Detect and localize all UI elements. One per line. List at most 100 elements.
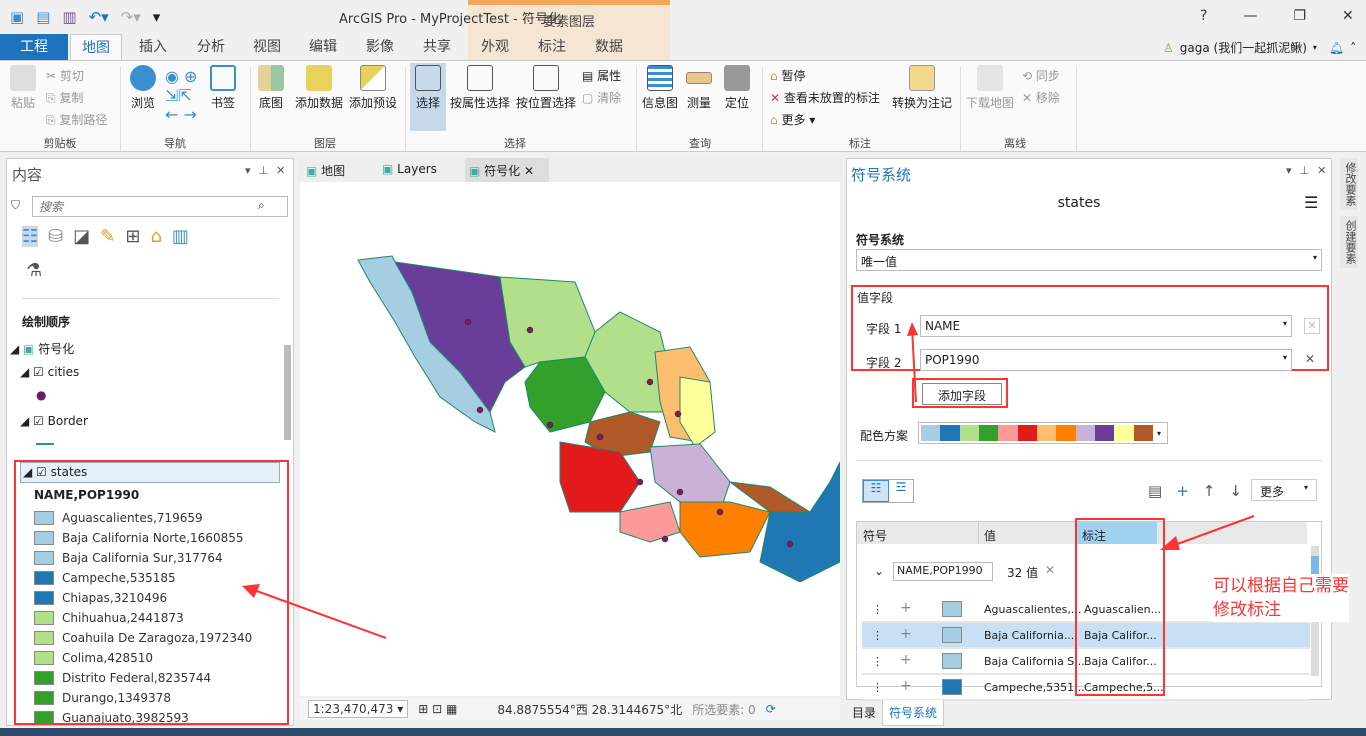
collapse-ribbon-icon[interactable]: ˄ bbox=[1350, 40, 1357, 55]
remove-field1-icon[interactable]: ✕ bbox=[1304, 318, 1320, 334]
convert-to-annotation-button[interactable]: 转换为注记 bbox=[892, 65, 952, 111]
checkbox[interactable]: ☑ bbox=[33, 365, 44, 379]
add-field-button[interactable]: 添加字段 bbox=[922, 383, 1002, 405]
tab-layers-view[interactable]: ▣ Layers bbox=[382, 162, 437, 176]
pin-icon[interactable]: ⊥ bbox=[1299, 164, 1310, 177]
copy-button[interactable]: ⎘ 复制 bbox=[46, 91, 84, 105]
drag-handle-icon[interactable]: ⋮ bbox=[872, 629, 883, 642]
contents-scrollbar[interactable] bbox=[284, 345, 291, 440]
field2-dropdown[interactable]: POP1990 ▾ bbox=[920, 349, 1292, 371]
clear-button[interactable]: ▢ 清除 bbox=[582, 91, 622, 105]
tab-appearance[interactable]: 外观 bbox=[481, 39, 509, 55]
scales-view-icon[interactable]: ☲ bbox=[895, 480, 907, 494]
tab-imagery[interactable]: 影像 bbox=[366, 39, 394, 55]
collapse-group-icon[interactable]: ⌄ bbox=[874, 564, 885, 578]
chevron-down-icon[interactable]: ▾ bbox=[1312, 43, 1317, 52]
minimize-button[interactable]: — bbox=[1243, 8, 1258, 24]
measure-button[interactable]: 测量 bbox=[686, 65, 712, 111]
map-node[interactable]: ◢ ▣ 符号化 bbox=[10, 342, 75, 356]
tab-edit[interactable]: 编辑 bbox=[309, 39, 337, 55]
more-dropdown[interactable]: 更多 ▾ bbox=[1251, 479, 1317, 501]
legend-swatch[interactable] bbox=[34, 591, 54, 605]
new-project-icon[interactable]: ▣ bbox=[10, 8, 25, 26]
expand-icon[interactable]: + bbox=[900, 600, 912, 616]
infographics-button[interactable]: 信息图 bbox=[642, 65, 678, 111]
pause-labeling-button[interactable]: ⌂ 暂停 bbox=[770, 69, 806, 83]
copy-path-button[interactable]: ⎘ 复制路径 bbox=[46, 113, 108, 127]
legend-swatch[interactable] bbox=[34, 511, 54, 525]
remove-field2-icon[interactable]: ✕ bbox=[1305, 352, 1316, 366]
selected-features[interactable]: 所选要素: 0 bbox=[692, 702, 756, 717]
legend-swatch[interactable] bbox=[34, 611, 54, 625]
filter-icon[interactable]: ⛉ bbox=[11, 198, 21, 212]
grid-icon[interactable]: ⊞ ⊡ ▦ bbox=[418, 702, 458, 716]
move-down-icon[interactable]: ↓ bbox=[1229, 482, 1242, 500]
tab-map[interactable]: 地图 bbox=[70, 34, 122, 60]
menu-icon[interactable]: ☰ bbox=[1304, 193, 1319, 212]
tab-labeling[interactable]: 标注 bbox=[538, 39, 566, 55]
remove-group-icon[interactable]: ✕ bbox=[1045, 563, 1056, 577]
checkbox[interactable]: ☑ bbox=[36, 465, 47, 479]
column-value[interactable]: 值 bbox=[984, 529, 997, 543]
row-label[interactable]: Baja Califor... bbox=[1084, 629, 1157, 642]
help-button[interactable]: ? bbox=[1200, 8, 1208, 24]
symbol-swatch[interactable] bbox=[942, 601, 962, 617]
legend-swatch[interactable] bbox=[34, 671, 54, 685]
tab-catalog[interactable]: 目录 bbox=[852, 706, 877, 720]
redo-icon[interactable]: ↷▾ bbox=[120, 8, 141, 26]
expand-icon[interactable]: + bbox=[900, 652, 912, 668]
tab-modify-features[interactable]: 修改要素 bbox=[1340, 158, 1358, 210]
attributes-button[interactable]: ▤ 属性 bbox=[582, 69, 622, 83]
table-row[interactable]: ⋮ + Campeche,5351... Campeche,5... bbox=[862, 675, 1310, 701]
explore-button[interactable]: 浏览 bbox=[130, 65, 156, 111]
legend-swatch[interactable] bbox=[34, 631, 54, 645]
list-by-perspective-icon[interactable]: ⚗ bbox=[26, 260, 43, 281]
restore-button[interactable]: ❐ bbox=[1293, 8, 1306, 24]
legend-swatch[interactable] bbox=[34, 531, 54, 545]
navigation-tools[interactable]: ◉ ⊕ ⇲⇱ ← → bbox=[165, 67, 198, 124]
open-icon[interactable]: ▤ bbox=[36, 8, 51, 26]
table-row[interactable]: ⋮ + Baja California S... Baja Califor... bbox=[862, 649, 1310, 675]
download-map-button[interactable]: 下载地图 bbox=[966, 65, 1014, 111]
search-icon[interactable]: ⌕ bbox=[258, 198, 265, 212]
tab-data[interactable]: 数据 bbox=[595, 39, 623, 55]
legend-swatch[interactable] bbox=[34, 651, 54, 665]
list-by-snapping-icon[interactable]: ⊞ bbox=[125, 226, 141, 247]
layer-cities[interactable]: ◢ ☑ cities bbox=[20, 365, 80, 379]
add-all-values-icon[interactable]: ▤ bbox=[1148, 482, 1163, 500]
remove-button[interactable]: ✕ 移除 bbox=[1022, 91, 1060, 105]
pane-menu-icon[interactable]: ▾ bbox=[245, 164, 251, 177]
notification-icon[interactable]: 🔔︎ bbox=[1328, 40, 1345, 55]
list-by-source-icon[interactable]: ⛁ bbox=[48, 226, 64, 247]
close-icon[interactable]: ✕ bbox=[1317, 164, 1327, 177]
row-label[interactable]: Aguascalien... bbox=[1084, 603, 1162, 616]
save-icon[interactable]: ▥ bbox=[62, 8, 77, 26]
table-row[interactable]: ⋮ + Aguascalientes,... Aguascalien... bbox=[862, 597, 1310, 623]
add-data-button[interactable]: 添加数据 bbox=[295, 65, 343, 111]
symbol-swatch[interactable] bbox=[942, 627, 962, 643]
add-icon[interactable]: + bbox=[1176, 482, 1189, 500]
field1-dropdown[interactable]: NAME ▾ bbox=[920, 315, 1292, 337]
layer-states[interactable]: ◢ ☑ states bbox=[20, 462, 280, 483]
user-name[interactable]: gaga (我们一起抓泥鳅) bbox=[1179, 41, 1307, 55]
expand-icon[interactable]: + bbox=[900, 678, 912, 694]
legend-swatch[interactable] bbox=[34, 571, 54, 585]
paste-button[interactable]: 粘贴 bbox=[10, 65, 36, 111]
group-heading-field[interactable]: NAME,POP1990 bbox=[893, 562, 993, 581]
expand-icon[interactable]: + bbox=[900, 626, 912, 642]
row-label[interactable]: Baja Califor... bbox=[1084, 655, 1157, 668]
refresh-icon[interactable]: ⟳ bbox=[765, 702, 776, 716]
column-label[interactable]: 标注 bbox=[1077, 522, 1157, 544]
select-by-attributes-button[interactable]: 按属性选择 bbox=[450, 65, 510, 111]
map-canvas[interactable] bbox=[300, 182, 841, 696]
tab-insert[interactable]: 插入 bbox=[139, 39, 167, 55]
list-by-labeling-icon[interactable]: ⌂ bbox=[150, 226, 162, 247]
column-symbol[interactable]: 符号 bbox=[863, 529, 888, 543]
close-icon[interactable]: ✕ bbox=[276, 164, 286, 177]
drag-handle-icon[interactable]: ⋮ bbox=[872, 603, 883, 616]
list-by-charts-icon[interactable]: ▥ bbox=[171, 226, 189, 247]
add-preset-button[interactable]: 添加预设 bbox=[349, 65, 397, 111]
undo-icon[interactable]: ↶▾ bbox=[88, 8, 109, 26]
table-row[interactable]: ⋮ + Baja California... Baja Califor... bbox=[862, 623, 1310, 649]
legend-swatch[interactable] bbox=[34, 691, 54, 705]
